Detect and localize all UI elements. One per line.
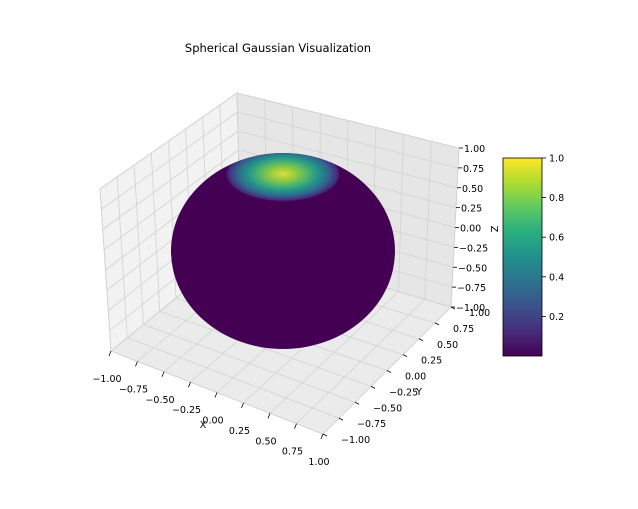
x-tick-label: 0.75 [282, 447, 303, 458]
x-tick-label: 0.25 [229, 426, 250, 437]
x-tick-label: −0.25 [172, 405, 201, 416]
grid-line [424, 141, 432, 300]
y-tick-label: 0.50 [437, 340, 458, 351]
y-tick-label: −1.00 [341, 435, 370, 446]
x-tick-mark [241, 402, 244, 409]
y-tick-label: −0.75 [357, 419, 386, 430]
z-tick-label: −1.00 [456, 303, 485, 314]
colorbar-tick-label: 1.0 [549, 154, 564, 165]
x-tick-mark [320, 433, 324, 440]
y-tick-label: 0.00 [405, 372, 426, 383]
x-tick-mark [294, 423, 297, 429]
y-tick-mark [402, 354, 408, 357]
colorbar-gradient [502, 157, 543, 357]
y-tick-mark [434, 322, 440, 326]
y-tick-label: 0.75 [453, 324, 474, 335]
x-tick-label: 1.00 [308, 457, 329, 468]
x-tick-label: 0.00 [202, 416, 223, 427]
y-tick-label: −0.25 [389, 387, 418, 398]
colorbar-ticks: 0.2 0.4 0.6 0.8 1.0 [542, 154, 564, 323]
colorbar-tick-label: 0.8 [549, 193, 564, 204]
grid-line [236, 92, 460, 149]
grid-line [269, 291, 399, 414]
y-axis-ticks: −1.00 −0.75 −0.50 −0.25 0.00 0.25 0.50 0.75 1.00 [322, 306, 490, 446]
sphere-surface [171, 153, 395, 349]
x-tick-label: −0.50 [145, 395, 174, 406]
grid-line [237, 111, 459, 169]
grid-line [102, 130, 239, 230]
z-tick-label: −0.50 [458, 263, 487, 274]
x-axis-label: X [200, 420, 207, 431]
y-tick-label: −0.50 [373, 403, 402, 414]
y-tick-mark [370, 386, 376, 389]
colorbar-tick-label: 0.6 [549, 233, 564, 244]
z-tick-label: −0.75 [457, 283, 486, 294]
z-tick-label: 0.50 [462, 184, 483, 195]
y-tick-label: 0.25 [421, 356, 442, 367]
grid-line [398, 134, 404, 292]
colorbar-tick-label: 0.2 [549, 312, 564, 323]
z-tick-label: 1.00 [464, 144, 485, 155]
y-tick-mark [418, 338, 424, 342]
y-tick-mark [322, 433, 328, 437]
x-axis-ticks: −1.00−0.75−0.50−0.250.00 0.25 0.50 0.75 1.00 [92, 350, 330, 468]
colorbar-tick-label: 0.4 [549, 272, 564, 283]
y-tick-label: 1.00 [469, 308, 490, 319]
x-tick-mark [135, 361, 138, 367]
sphere-cap-highlight [187, 153, 379, 218]
x-tick-mark [214, 392, 218, 398]
x-tick-label: −0.75 [119, 384, 148, 395]
y-axis-label: Y [415, 387, 422, 398]
x-tick-mark [267, 413, 271, 419]
grid-line [99, 92, 238, 190]
x-tick-mark [108, 350, 112, 357]
y-tick-mark [386, 370, 392, 373]
z-axis-label: Z [488, 226, 499, 233]
x-tick-label: −1.00 [92, 374, 121, 385]
z-axis-ticks: −1.00 −0.75 −0.50 −0.25 0.00 0.25 0.50 0.75 1.00 [451, 144, 488, 314]
grid-line [237, 130, 458, 189]
grid-line [101, 111, 238, 210]
y-tick-mark [354, 401, 360, 405]
z-tick-label: 0.00 [460, 224, 481, 235]
x-tick-label: 0.50 [255, 436, 276, 447]
grid-line [296, 298, 426, 424]
z-tick-label: −0.25 [459, 243, 488, 254]
grid-line [103, 149, 239, 251]
chart-title: Spherical Gaussian Visualization [185, 41, 371, 55]
x-tick-mark [188, 381, 191, 388]
z-tick-label: 0.25 [461, 204, 482, 215]
z-tick-label: 0.75 [463, 164, 484, 175]
y-tick-mark [338, 417, 344, 421]
colorbar: 0.2 0.4 0.6 0.8 1.0 [502, 154, 564, 357]
x-tick-mark [161, 371, 165, 377]
